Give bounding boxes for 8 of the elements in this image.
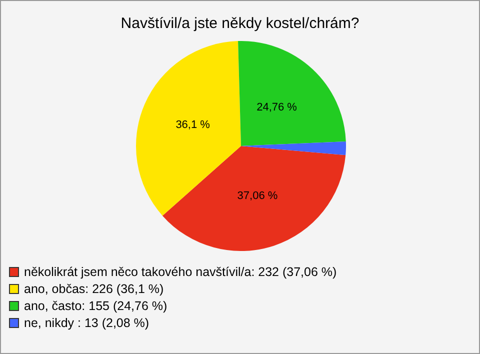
data-label: 37,06 % (237, 190, 278, 202)
legend-label: ano, často: 155 (24,76 %) (24, 298, 168, 312)
legend-label: ano, občas: 226 (36,1 %) (24, 282, 164, 296)
legend-label: několikrát jsem něco takového navštívil/a: 232 (37,06 %) (24, 264, 337, 278)
chart-title: Navštívil/a jste někdy kostel/chrám? (120, 15, 360, 32)
data-label: 36,1 % (176, 119, 210, 132)
data-label: 24,76 % (256, 102, 298, 114)
legend-label: ne, nikdy : 13 (2,08 %) (24, 316, 150, 330)
